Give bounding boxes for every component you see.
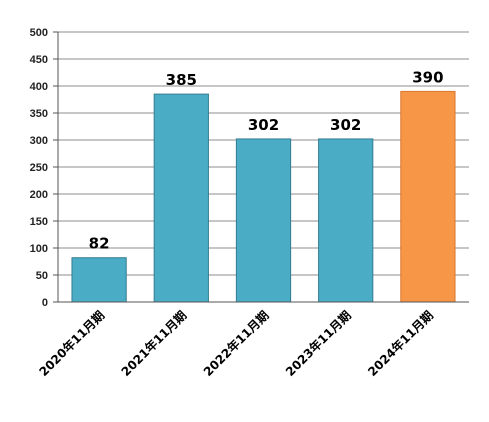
data-label: 82 — [89, 235, 110, 253]
x-category-label: 2023年11月期 — [282, 308, 353, 379]
bar-4 — [318, 138, 374, 303]
y-tick-label: 100 — [30, 243, 48, 255]
y-tick-label: 400 — [30, 81, 48, 93]
data-label: 385 — [166, 71, 197, 89]
y-axis-tick-labels: 0 50 100 150 200 250 300 350 400 450 500 — [30, 27, 48, 309]
x-axis-category-labels: 2020年11月期 2021年11月期 2022年11月期 2023年11月期 2024… — [36, 308, 436, 379]
data-label: 302 — [330, 116, 361, 134]
x-category-label: 2021年11月期 — [118, 308, 189, 379]
y-tick-label: 450 — [30, 54, 48, 66]
x-category-label: 2022年11月期 — [200, 308, 271, 379]
y-tick-label: 50 — [36, 270, 48, 282]
y-tick-label: 350 — [30, 108, 48, 120]
data-label: 390 — [412, 68, 443, 86]
bar-1 — [71, 257, 127, 303]
x-category-label: 2024年11月期 — [365, 308, 436, 379]
x-category-label: 2020年11月期 — [36, 308, 107, 379]
y-tick-label: 200 — [30, 189, 48, 201]
y-tick-label: 300 — [30, 135, 48, 147]
y-tick-label: 250 — [30, 162, 48, 174]
bar-2 — [153, 93, 209, 303]
y-tick-label: 150 — [30, 216, 48, 228]
data-labels: 82 385 302 302 390 — [89, 68, 444, 252]
bars — [71, 90, 456, 303]
bar-5 — [400, 90, 456, 303]
y-tick-label: 0 — [42, 297, 48, 309]
bar-3 — [235, 138, 292, 303]
y-tick-label: 500 — [30, 27, 48, 39]
data-label: 302 — [248, 116, 279, 134]
